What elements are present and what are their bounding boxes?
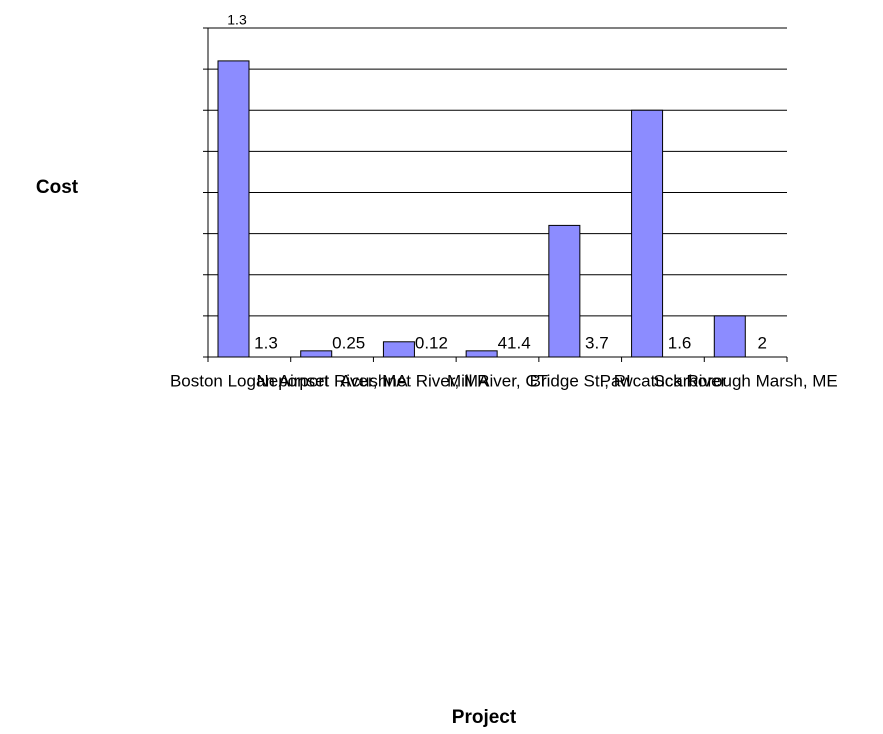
data-label: 2 bbox=[758, 333, 767, 352]
bar bbox=[548, 224, 581, 358]
x-axis-title: Project bbox=[452, 707, 517, 728]
data-label: 1.3 bbox=[254, 333, 278, 352]
x-tick-label: Pawcatuck River bbox=[600, 371, 727, 390]
bar bbox=[217, 60, 250, 358]
x-tick-label: Acushnet River, MA bbox=[340, 371, 490, 390]
data-label: 3.7 bbox=[585, 333, 609, 352]
data-label: 1.6 bbox=[668, 333, 692, 352]
x-tick-label: Bridge St., RI bbox=[530, 371, 631, 390]
y-top-label: 1.3 bbox=[227, 12, 247, 28]
x-tick-label: Boston Logan Airport bbox=[170, 371, 329, 390]
x-tick-label: Scarborough Marsh, ME bbox=[654, 371, 838, 390]
bar bbox=[631, 109, 664, 358]
y-axis-title: Cost bbox=[36, 177, 79, 198]
data-label: 0.25 bbox=[332, 333, 365, 352]
bar bbox=[713, 315, 746, 358]
x-tick-label: Mill River, CT bbox=[447, 371, 548, 390]
bar bbox=[382, 341, 415, 358]
bar bbox=[465, 350, 498, 358]
data-label: 0.12 bbox=[415, 333, 448, 352]
bar bbox=[300, 350, 333, 358]
data-label: 41.4 bbox=[498, 333, 531, 352]
x-tick-label: Neponset River, MA bbox=[256, 371, 408, 390]
